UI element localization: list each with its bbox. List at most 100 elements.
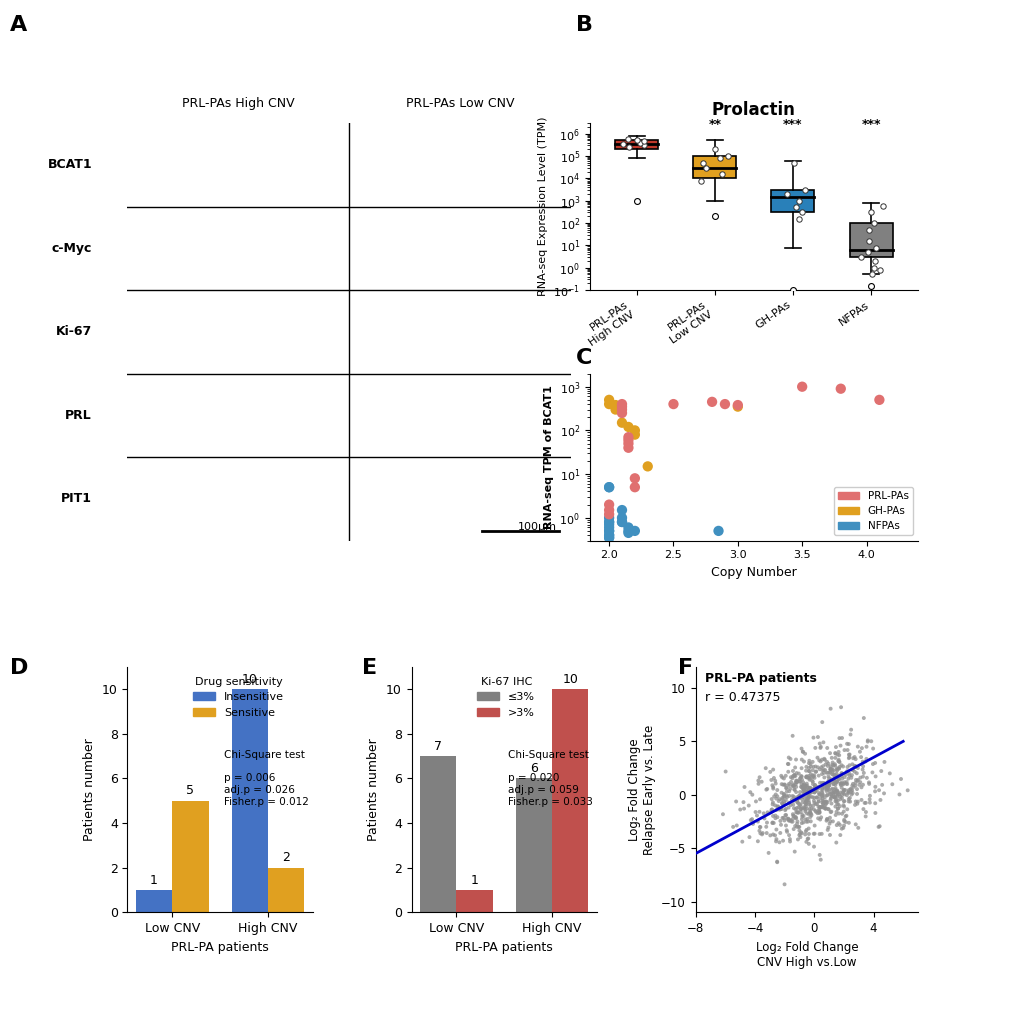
Point: [807, 764, 823, 780]
Point: [862, 204, 878, 220]
Point: [798, 792, 814, 809]
Point: [824, 767, 841, 783]
Point: [801, 809, 817, 825]
Point: [819, 778, 836, 794]
Point: [800, 755, 816, 772]
Point: [773, 795, 790, 812]
Point: [798, 814, 814, 830]
Point: [766, 810, 783, 826]
Point: [836, 812, 852, 828]
Point: [786, 767, 802, 783]
Point: [703, 394, 719, 410]
Point: [811, 775, 827, 791]
Point: [785, 801, 801, 817]
Point: [808, 749, 824, 766]
Point: [825, 784, 842, 801]
Point: [800, 789, 816, 806]
Point: [842, 783, 858, 800]
Point: [816, 751, 833, 768]
Y-axis label: Patients number: Patients number: [367, 738, 380, 840]
Point: [846, 764, 862, 780]
Point: [788, 793, 804, 810]
Point: [757, 781, 773, 797]
Bar: [136, 890, 172, 912]
Point: [875, 753, 892, 770]
Point: [768, 854, 785, 870]
Point: [861, 794, 877, 811]
Point: [632, 134, 648, 151]
Point: [841, 766, 857, 782]
Point: [784, 811, 800, 827]
Point: [854, 762, 870, 778]
Point: [817, 777, 834, 793]
Point: [799, 831, 815, 848]
Point: [833, 820, 849, 836]
Point: [860, 234, 876, 250]
Point: [824, 776, 841, 792]
Point: [808, 796, 824, 813]
Point: [873, 777, 890, 793]
Point: [821, 745, 838, 762]
Point: [751, 791, 767, 808]
Point: [793, 204, 809, 220]
Point: [803, 784, 819, 801]
Point: [772, 801, 789, 817]
Point: [810, 752, 826, 769]
Text: PIT1: PIT1: [61, 492, 92, 505]
Point: [799, 784, 815, 801]
Point: [766, 808, 783, 824]
Point: [798, 833, 814, 850]
Point: [781, 783, 797, 800]
Point: [714, 806, 731, 822]
Point: [814, 795, 830, 812]
Point: [606, 402, 623, 418]
Point: [768, 854, 785, 870]
Point: [804, 753, 820, 770]
Point: [836, 769, 852, 785]
Point: [828, 774, 845, 790]
Point: [790, 819, 806, 835]
Text: 2: 2: [282, 851, 289, 864]
Point: [821, 761, 838, 777]
Point: [806, 740, 822, 756]
Point: [839, 742, 855, 758]
Point: [764, 808, 781, 824]
Point: [830, 768, 847, 784]
Point: [770, 802, 787, 818]
Point: [841, 768, 857, 784]
Point: [816, 756, 833, 773]
Point: [793, 740, 809, 756]
Point: [810, 786, 826, 803]
Point: [844, 785, 860, 802]
Point: [794, 744, 810, 761]
Point: [837, 782, 853, 798]
Point: [822, 771, 839, 787]
Point: [810, 802, 826, 818]
Point: [828, 761, 845, 777]
Point: [836, 798, 852, 815]
Point: [796, 181, 812, 198]
Point: [784, 728, 800, 744]
Point: [791, 773, 807, 789]
Point: [799, 786, 815, 803]
Point: [848, 765, 864, 781]
Point: [787, 801, 803, 817]
Point: [819, 769, 836, 785]
Point: [819, 757, 836, 774]
Point: [802, 788, 818, 805]
Point: [853, 740, 869, 756]
Point: [794, 774, 810, 790]
Point: [815, 800, 832, 816]
Point: [797, 804, 813, 820]
Point: [826, 807, 843, 823]
Point: [771, 801, 788, 817]
Point: [821, 700, 838, 716]
Point: [780, 764, 796, 780]
Text: F: F: [678, 658, 693, 679]
Point: [600, 520, 616, 536]
Point: [824, 773, 841, 789]
Point: [842, 727, 858, 743]
Point: [809, 793, 825, 810]
Point: [802, 755, 818, 772]
Point: [837, 808, 853, 824]
